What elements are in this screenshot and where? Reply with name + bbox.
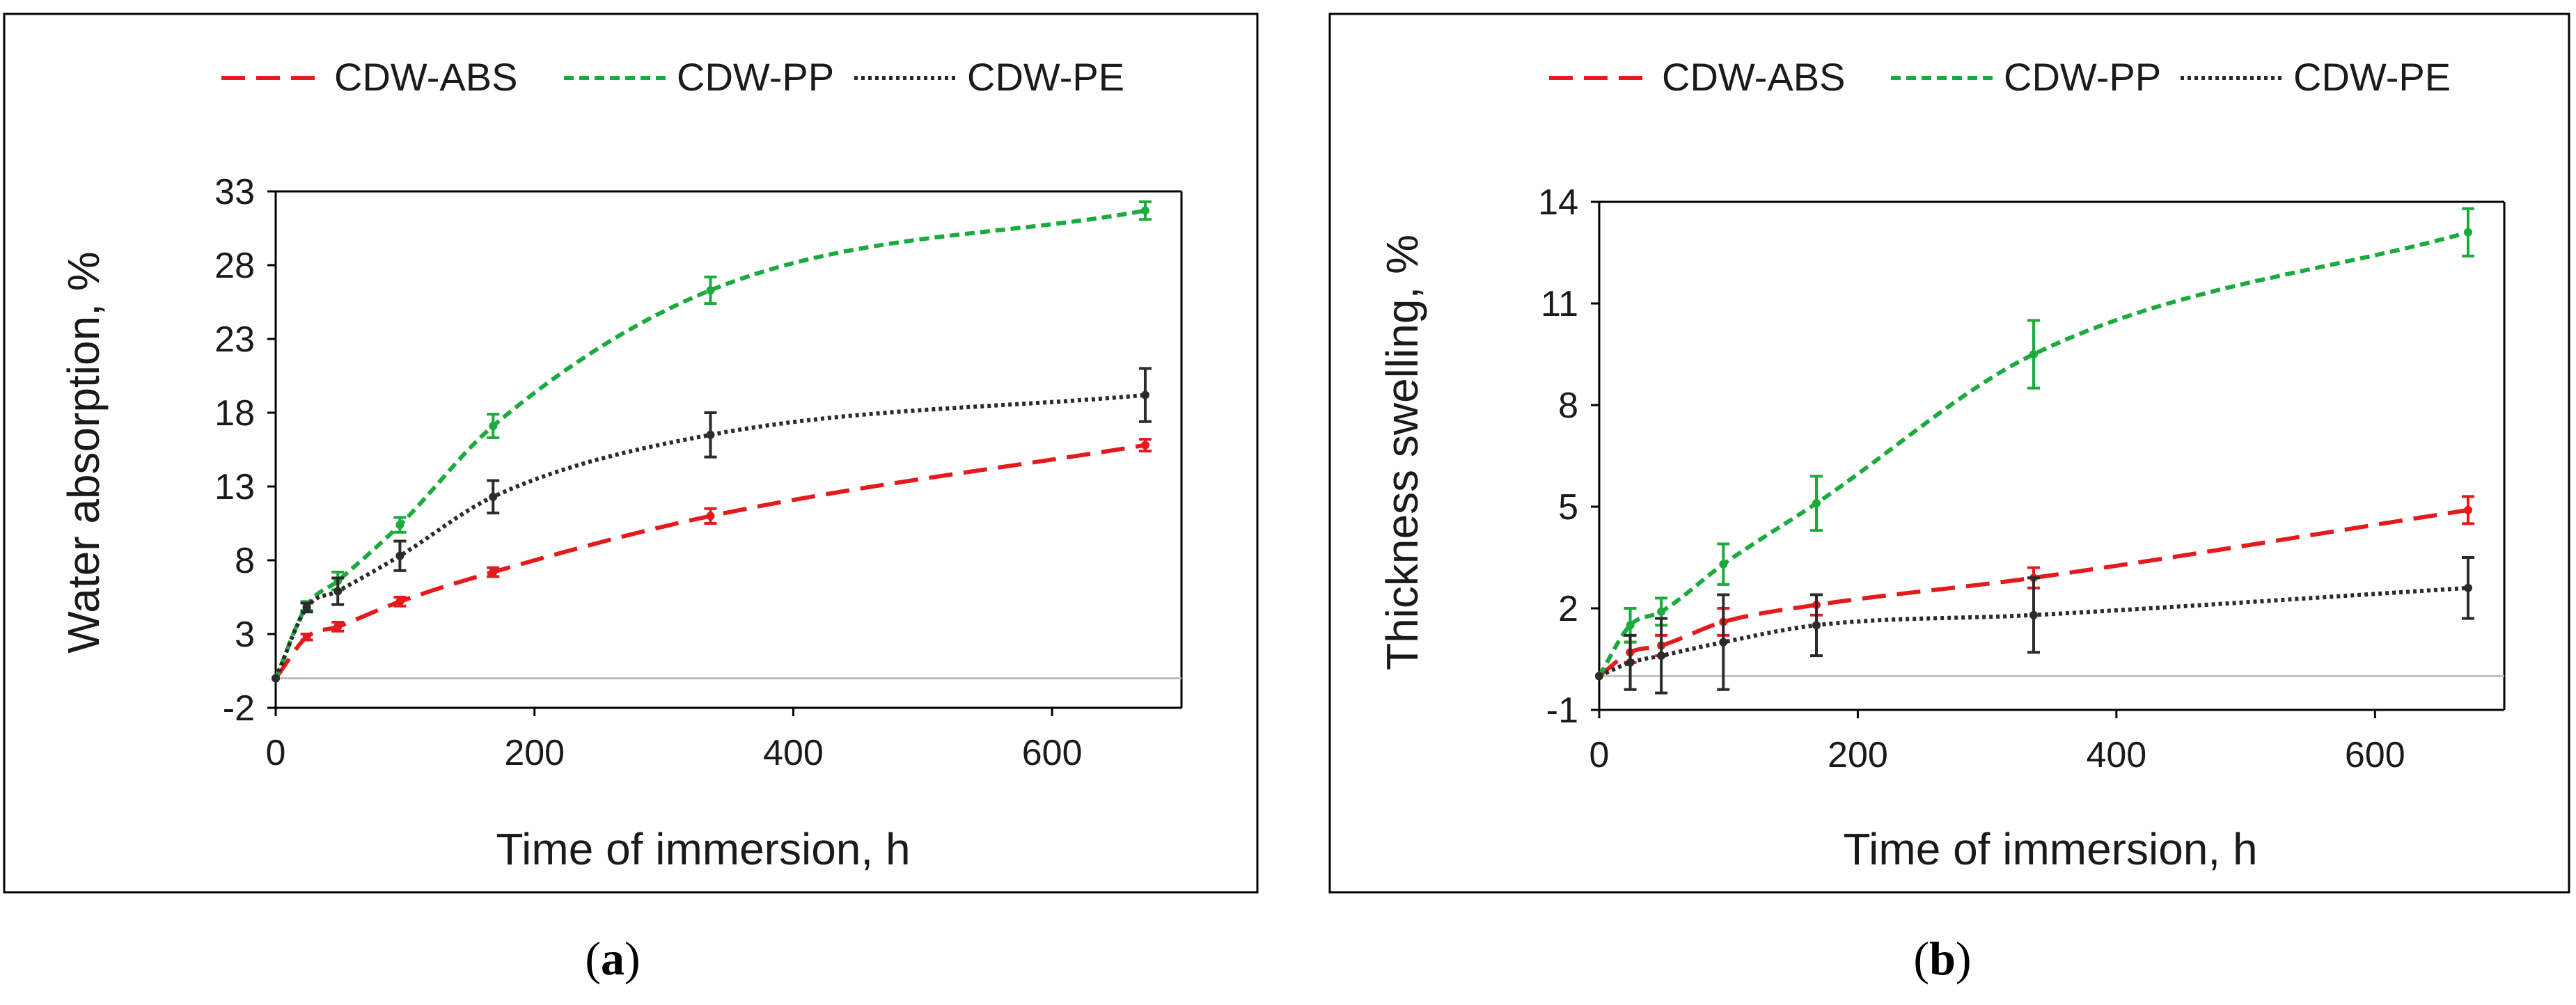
panel-a-legend-item-cdw-pp: CDW-PP (564, 55, 834, 99)
panel-a-y-tick-label: 28 (214, 246, 255, 286)
panel-a-y-tick-label: 3 (235, 615, 255, 655)
panel-a-point-cdw-pp (395, 521, 405, 530)
panel-a-point-cdw-pe (302, 603, 311, 612)
panel-b-axes: -1 2 5 8 11 14 0 200 400 600 (1538, 182, 2506, 775)
panel-a-point-cdw-pe (395, 551, 405, 560)
panel-a-point-cdw-pe (489, 492, 498, 501)
panel-b-x-tick-label: 600 (2345, 735, 2405, 775)
panel-b-y-axis-title: Thickness swelling, % (1377, 235, 1427, 670)
panel-a-y-tick-label: 13 (214, 467, 255, 507)
panel-a-x-tick-label: 200 (504, 733, 565, 773)
legend-label: CDW-PP (677, 55, 834, 99)
panel-b-x-axis-title: Time of immersion, h (1843, 824, 2257, 874)
panel-b-point-cdw-pp (1657, 607, 1666, 616)
panel-a-caption-close: ) (625, 932, 641, 985)
panel-b-x-tick-label: 400 (2086, 735, 2146, 775)
panel-b-point-cdw-abs (2464, 505, 2472, 514)
panel-a-x-tick-label: 0 (266, 733, 286, 773)
panel-a-point-cdw-abs (333, 622, 343, 631)
panel-b-point-cdw-pe (2464, 583, 2472, 592)
panel-b-point-cdw-pe (2029, 610, 2038, 619)
panel-b-point-cdw-pp (2464, 228, 2472, 237)
panel-a-point-cdw-pe (272, 674, 280, 683)
panel-b-y-tick-label: 14 (1538, 182, 1578, 223)
panel-a-point-cdw-pe (706, 430, 715, 439)
panel-a-caption-letter: a (601, 932, 625, 985)
panel-a-y-tick-label: 33 (214, 172, 255, 212)
panel-a-caption: (a) (585, 932, 640, 985)
panel-a-x-tick-label: 600 (1022, 733, 1083, 773)
panel-b-x-tick-label: 0 (1589, 735, 1610, 775)
panel-b-legend: CDW-ABS CDW-PP CDW-PE (1549, 55, 2451, 99)
panel-b-caption-close: ) (1956, 932, 1972, 985)
panel-b-point-cdw-pp (1812, 499, 1821, 508)
panel-a-y-tick-label: 23 (214, 319, 255, 360)
panel-a-y-tick-label: 8 (235, 541, 255, 581)
legend-label: CDW-PE (2293, 55, 2451, 99)
panel-b-y-tick-label: 2 (1558, 589, 1578, 629)
panel-a-x-axis-title: Time of immersion, h (496, 824, 910, 874)
panel-a-point-cdw-pp (489, 422, 498, 431)
panel-a-legend-item-cdw-pe: CDW-PE (854, 55, 1124, 99)
panel-a-point-cdw-pp (706, 286, 715, 295)
panel-b-y-tick-label: -1 (1546, 690, 1578, 731)
panel-b-point-cdw-pe (1812, 621, 1821, 630)
panel-a-y-axis-title: Water absorption, % (58, 251, 109, 653)
panel-a-point-cdw-pp (1140, 206, 1149, 215)
panel-a-series-line-cdw-pp (274, 208, 1146, 679)
panel-a-point-cdw-pe (1140, 390, 1149, 399)
panel-a-point-cdw-pe (333, 587, 343, 596)
panel-a-series (272, 200, 1152, 683)
panel-b-legend-item-cdw-pe: CDW-PE (2181, 55, 2451, 99)
panel-a-point-cdw-abs (489, 567, 498, 576)
panel-b-point-cdw-pp (1626, 621, 1635, 630)
panel-b-point-cdw-pp (1719, 560, 1728, 569)
panel-a-legend: CDW-ABS CDW-PP CDW-PE (221, 55, 1124, 99)
panel-b-caption-open: ( (1913, 932, 1929, 985)
panel-a-point-cdw-abs (302, 633, 311, 642)
panel-a-axes: -2 3 8 13 18 23 28 33 0 200 400 600 (214, 172, 1183, 773)
legend-label: CDW-PE (967, 55, 1124, 99)
panel-b-frame (1328, 13, 2570, 894)
panel-a-y-tick-label: 18 (214, 393, 255, 434)
panel-b-legend-item-cdw-abs: CDW-ABS (1549, 55, 1845, 99)
panel-a-point-cdw-abs (395, 597, 405, 606)
panel-b-point-cdw-pe (1595, 672, 1603, 681)
legend-label: CDW-ABS (334, 55, 517, 99)
panel-b-y-tick-label: 5 (1558, 487, 1578, 528)
panel-a-caption-open: ( (585, 932, 601, 985)
panel-b-x-tick-label: 200 (1828, 735, 1888, 775)
panel-b-point-cdw-pp (2029, 350, 2038, 358)
panel-a-point-cdw-abs (706, 512, 715, 521)
panel-b-point-cdw-pe (1626, 658, 1635, 667)
panel-b-y-tick-label: 8 (1558, 386, 1578, 426)
legend-label: CDW-PP (2004, 55, 2161, 99)
panel-a-legend-item-cdw-abs: CDW-ABS (221, 55, 517, 99)
panel-b-caption: (b) (1913, 932, 1971, 985)
panel-b-point-cdw-pe (1657, 651, 1666, 660)
panel-a-point-cdw-abs (1140, 441, 1149, 450)
panel-b-legend-item-cdw-pp: CDW-PP (1891, 55, 2161, 99)
panel-b-series (1595, 207, 2474, 695)
panel-b-caption-letter: b (1929, 932, 1956, 985)
panel-b-y-tick-label: 11 (1541, 284, 1578, 324)
panel-b-point-cdw-pe (1719, 638, 1728, 647)
panel-a-y-tick-label: -2 (223, 688, 255, 729)
panel-a-x-tick-label: 400 (763, 733, 824, 773)
legend-label: CDW-ABS (1662, 55, 1845, 99)
